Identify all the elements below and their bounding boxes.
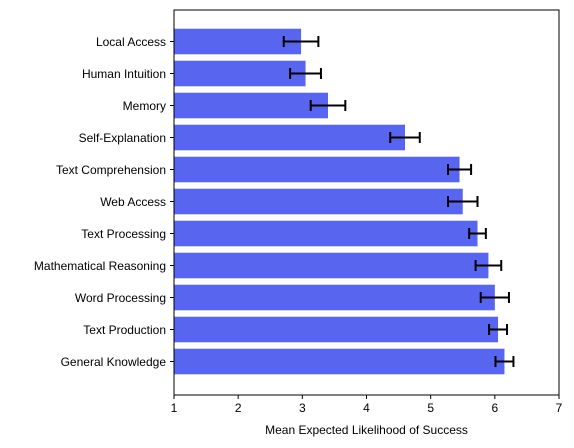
y-axis: Local Access Human Intuition Memory Self-Ex… <box>34 35 174 369</box>
y-tick-label: Web Access <box>100 195 166 209</box>
x-tick-label: 3 <box>299 401 306 415</box>
error-bar-human-intuition <box>289 68 322 79</box>
error-bar-word-processing <box>479 292 510 303</box>
x-tick-label: 4 <box>363 401 370 415</box>
x-tick-label: 2 <box>235 401 242 415</box>
x-tick-label: 5 <box>427 401 434 415</box>
y-tick-label: Text Comprehension <box>56 163 166 177</box>
error-bar-text-processing <box>468 228 487 239</box>
x-axis: 1 2 3 4 5 6 7 <box>171 395 563 415</box>
x-axis-label: Mean Expected Likelihood of Success <box>265 423 468 437</box>
bar-general-knowledge <box>174 348 505 375</box>
error-bar-web-access <box>446 196 479 207</box>
error-bars-layer <box>282 36 515 367</box>
y-tick-label: Text Processing <box>81 227 166 241</box>
bar-text-processing <box>174 220 478 247</box>
bar-web-access <box>174 188 463 215</box>
y-tick-label: Text Production <box>83 323 166 337</box>
error-bar-mathematical-reasoning <box>474 260 503 271</box>
bar-human-intuition <box>174 60 306 87</box>
bar-text-production <box>174 316 499 343</box>
y-tick-label: Mathematical Reasoning <box>34 259 166 273</box>
x-tick-label: 7 <box>556 401 563 415</box>
y-tick-label: Self-Explanation <box>79 131 166 145</box>
error-bar-text-comprehension <box>446 164 473 175</box>
error-bar-text-production <box>488 324 509 335</box>
error-bar-local-access <box>282 36 320 47</box>
x-tick-label: 1 <box>171 401 178 415</box>
bars-layer <box>174 28 505 375</box>
y-tick-label: General Knowledge <box>61 355 167 369</box>
x-tick-label: 6 <box>491 401 498 415</box>
y-tick-label: Word Processing <box>75 291 166 305</box>
bar-self-explanation <box>174 124 405 151</box>
bar-mathematical-reasoning <box>174 252 489 279</box>
error-bar-general-knowledge <box>494 356 515 367</box>
y-tick-label: Local Access <box>96 35 166 49</box>
bar-word-processing <box>174 284 495 311</box>
y-tick-label: Memory <box>123 99 166 113</box>
bar-memory <box>174 92 328 119</box>
error-bar-self-explanation <box>389 132 421 143</box>
y-tick-label: Human Intuition <box>82 67 166 81</box>
bar-text-comprehension <box>174 156 460 183</box>
bar-local-access <box>174 28 302 55</box>
error-bar-memory <box>309 100 347 111</box>
